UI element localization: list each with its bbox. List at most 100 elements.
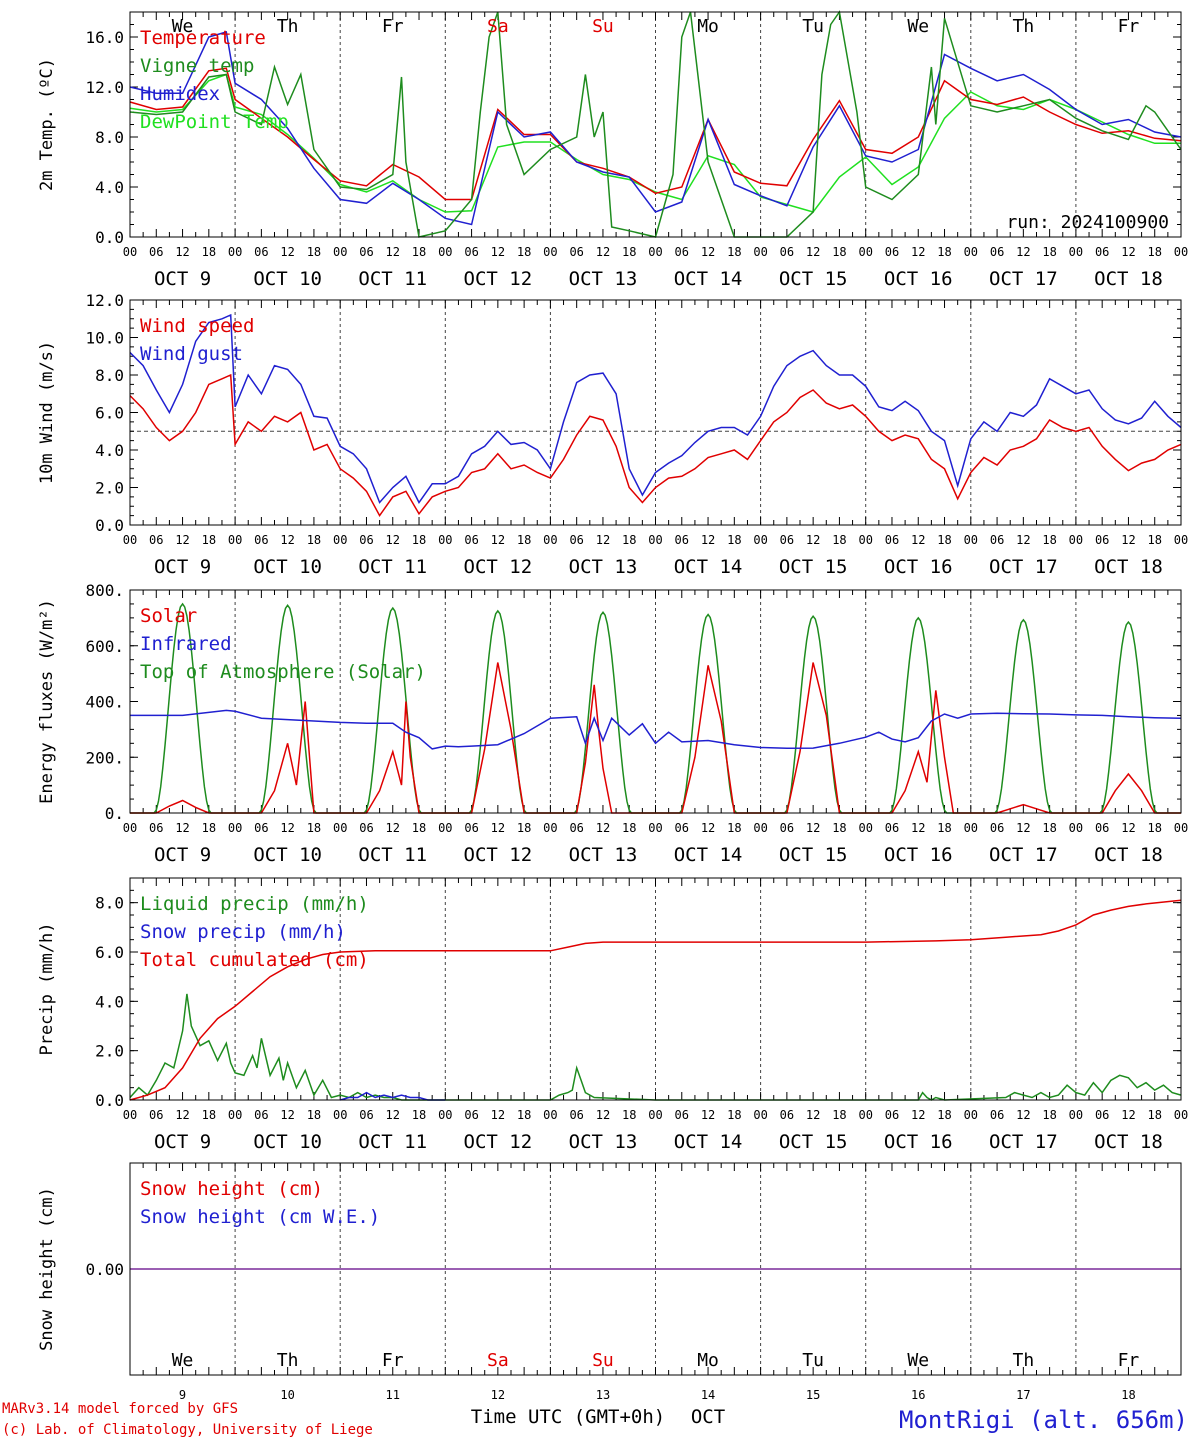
hour-tick-label: 00: [438, 245, 452, 259]
legend-entry: Snow precip (mm/h): [140, 921, 346, 943]
day-label: OCT 12: [464, 556, 533, 578]
y-tick-label: 4.0: [95, 441, 124, 460]
hour-tick-label: 18: [832, 533, 846, 547]
hour-tick-label: 06: [990, 245, 1004, 259]
hour-tick-label: 18: [727, 1108, 741, 1122]
hour-tick-label: 06: [780, 821, 794, 835]
day-label: OCT 14: [674, 844, 743, 866]
weekday-label: Th: [277, 16, 299, 37]
hour-tick-label: 06: [1095, 821, 1109, 835]
hour-tick-label: 12: [280, 1108, 294, 1122]
hour-tick-label: 00: [648, 245, 662, 259]
hour-tick-label: 18: [622, 1108, 636, 1122]
hour-tick-label: 18: [202, 533, 216, 547]
weekday-label: Fr: [382, 1350, 404, 1371]
y-tick-label: 0.0: [95, 228, 124, 247]
hour-tick-label: 06: [254, 533, 268, 547]
hour-tick-label: 06: [464, 533, 478, 547]
hour-tick-label: 12: [175, 821, 189, 835]
day-label: OCT 17: [989, 556, 1058, 578]
hour-tick-label: 12: [386, 245, 400, 259]
hour-tick-label: 06: [675, 245, 689, 259]
hour-tick-label: 00: [1174, 245, 1188, 259]
hour-tick-label: 00: [438, 533, 452, 547]
hour-tick-label: 12: [491, 533, 505, 547]
hour-tick-label: 18: [202, 1108, 216, 1122]
day-label: OCT 14: [674, 1131, 743, 1153]
legend-entry: Top of Atmosphere (Solar): [140, 661, 426, 683]
hour-tick-label: 00: [753, 533, 767, 547]
hour-tick-label: 00: [964, 533, 978, 547]
hour-tick-label: 12: [911, 1108, 925, 1122]
hour-tick-label: 06: [990, 821, 1004, 835]
day-label: OCT 15: [779, 844, 848, 866]
hour-tick-label: 12: [491, 821, 505, 835]
y-axis-label: Energy fluxes (W/m²): [37, 599, 57, 804]
day-label: OCT 14: [674, 556, 743, 578]
weekday-label: We: [907, 16, 929, 37]
series-total-cumulated-cm-: [129, 899, 1182, 1101]
series-vigne-temp: [129, 10, 1182, 238]
model-credit: MARv3.14 model forced by GFS: [2, 1401, 238, 1417]
day-number-label: 13: [596, 1388, 610, 1402]
hour-tick-label: 12: [1121, 821, 1135, 835]
hour-tick-label: 06: [149, 533, 163, 547]
hour-tick-label: 12: [386, 1108, 400, 1122]
day-label: OCT 13: [569, 1131, 638, 1153]
hour-tick-label: 12: [596, 821, 610, 835]
hour-tick-label: 00: [648, 1108, 662, 1122]
hour-tick-label: 18: [307, 245, 321, 259]
station-label: MontRigi (alt. 656m): [899, 1406, 1188, 1434]
hour-tick-label: 00: [964, 821, 978, 835]
weekday-label: Th: [1013, 16, 1035, 37]
series-wind-gust: [129, 313, 1182, 504]
hour-tick-label: 06: [990, 1108, 1004, 1122]
day-number-label: 10: [280, 1388, 294, 1402]
legend-entry: DewPoint Temp: [140, 111, 289, 133]
day-label: OCT 11: [358, 1131, 427, 1153]
hour-tick-label: 12: [701, 245, 715, 259]
legend-entry: Solar: [140, 605, 197, 627]
hour-tick-label: 12: [806, 533, 820, 547]
hour-tick-label: 18: [307, 533, 321, 547]
hour-tick-label: 00: [1174, 1108, 1188, 1122]
day-label: OCT 16: [884, 556, 953, 578]
hour-tick-label: 00: [543, 245, 557, 259]
hour-tick-label: 06: [885, 533, 899, 547]
panel-energy: 0. 200. 400. 600. 800. Energy fluxes (W/m²) So…: [37, 581, 1188, 866]
hour-tick-label: 18: [412, 1108, 426, 1122]
hour-tick-label: 18: [1147, 821, 1161, 835]
day-number-label: 16: [911, 1388, 925, 1402]
plot-frame: [129, 1162, 1182, 1376]
hour-tick-label: 12: [386, 533, 400, 547]
hour-tick-label: 18: [412, 245, 426, 259]
day-number-label: 11: [386, 1388, 400, 1402]
y-tick-label: 6.0: [95, 943, 124, 962]
hour-tick-label: 18: [517, 821, 531, 835]
hour-tick-label: 00: [964, 1108, 978, 1122]
day-label: OCT 10: [253, 556, 322, 578]
hour-tick-label: 12: [1016, 533, 1030, 547]
hour-tick-label: 00: [543, 1108, 557, 1122]
hour-tick-label: 00: [333, 245, 347, 259]
day-label: OCT 16: [884, 1131, 953, 1153]
hour-tick-label: 06: [359, 821, 373, 835]
hour-tick-label: 18: [517, 1108, 531, 1122]
hour-tick-label: 00: [648, 533, 662, 547]
hour-tick-label: 00: [228, 821, 242, 835]
day-label: OCT 9: [154, 844, 211, 866]
hour-tick-label: 12: [701, 1108, 715, 1122]
day-label: OCT 10: [253, 844, 322, 866]
hour-tick-label: 06: [254, 821, 268, 835]
hour-tick-label: 00: [543, 821, 557, 835]
weekday-label: Fr: [382, 16, 404, 37]
hour-tick-label: 06: [885, 1108, 899, 1122]
y-tick-label: 12.0: [85, 291, 124, 310]
panel-precip: 0.0 2.0 4.0 6.0 8.0 Precip (mm/h) Liquid preci…: [37, 877, 1188, 1153]
y-tick-label: 16.0: [85, 28, 124, 47]
day-label: OCT 15: [779, 1131, 848, 1153]
hour-tick-label: 18: [412, 533, 426, 547]
weekday-label: Th: [1013, 1350, 1035, 1371]
y-tick-label: 4.0: [95, 178, 124, 197]
hour-tick-label: 12: [1016, 245, 1030, 259]
